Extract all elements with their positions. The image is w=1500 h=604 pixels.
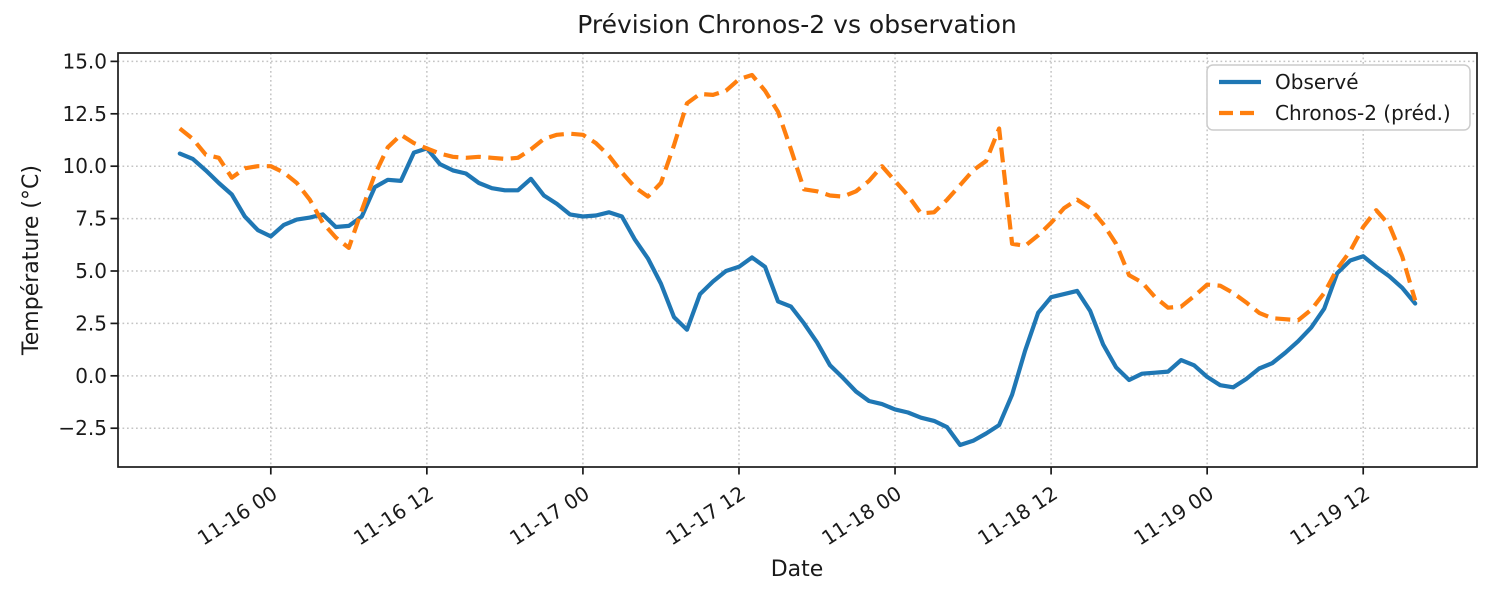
- legend-label-forecast: Chronos-2 (préd.): [1275, 101, 1451, 125]
- x-tick-label: 11-18 00: [817, 481, 905, 550]
- plot-border: [117, 52, 1478, 468]
- y-tick-label: 10.0: [62, 154, 107, 178]
- legend-box: [1206, 64, 1471, 131]
- y-tick-label: 0.0: [75, 364, 107, 388]
- axis-ticks: [110, 60, 1365, 475]
- x-tick-label: 11-18 12: [973, 481, 1061, 550]
- x-tick-label: 11-19 12: [1285, 481, 1373, 550]
- x-tick-label: 11-17 12: [661, 481, 749, 550]
- forecast-line: [178, 72, 1418, 323]
- y-tick-labels: 15.0 12.5 10.0 7.5 5.0 2.5 0.0 −2.5: [58, 49, 107, 440]
- y-tick-label: 15.0: [62, 49, 107, 73]
- chart-title: Prévision Chronos-2 vs observation: [577, 10, 1017, 39]
- y-tick-label: −2.5: [58, 416, 107, 440]
- y-axis-label: Température (°C): [19, 165, 44, 356]
- y-tick-label: 7.5: [75, 207, 107, 231]
- x-tick-label: 11-19 00: [1129, 481, 1217, 550]
- y-tick-label: 2.5: [75, 311, 107, 335]
- data-series: [177, 72, 1418, 448]
- legend-label-observed: Observé: [1275, 70, 1359, 94]
- x-axis-label: Date: [771, 557, 824, 582]
- observed-line: [177, 146, 1418, 448]
- y-tick-label: 12.5: [62, 102, 107, 126]
- legend: Observé Chronos-2 (préd.): [1206, 64, 1471, 131]
- x-tick-labels: 11-16 00 11-16 12 11-17 00 11-17 12 11-18 00…: [193, 481, 1374, 550]
- x-tick-label: 11-17 00: [505, 481, 593, 550]
- x-tick-label: 11-16 12: [349, 481, 437, 550]
- y-tick-label: 5.0: [75, 259, 107, 283]
- x-tick-label: 11-16 00: [193, 481, 281, 550]
